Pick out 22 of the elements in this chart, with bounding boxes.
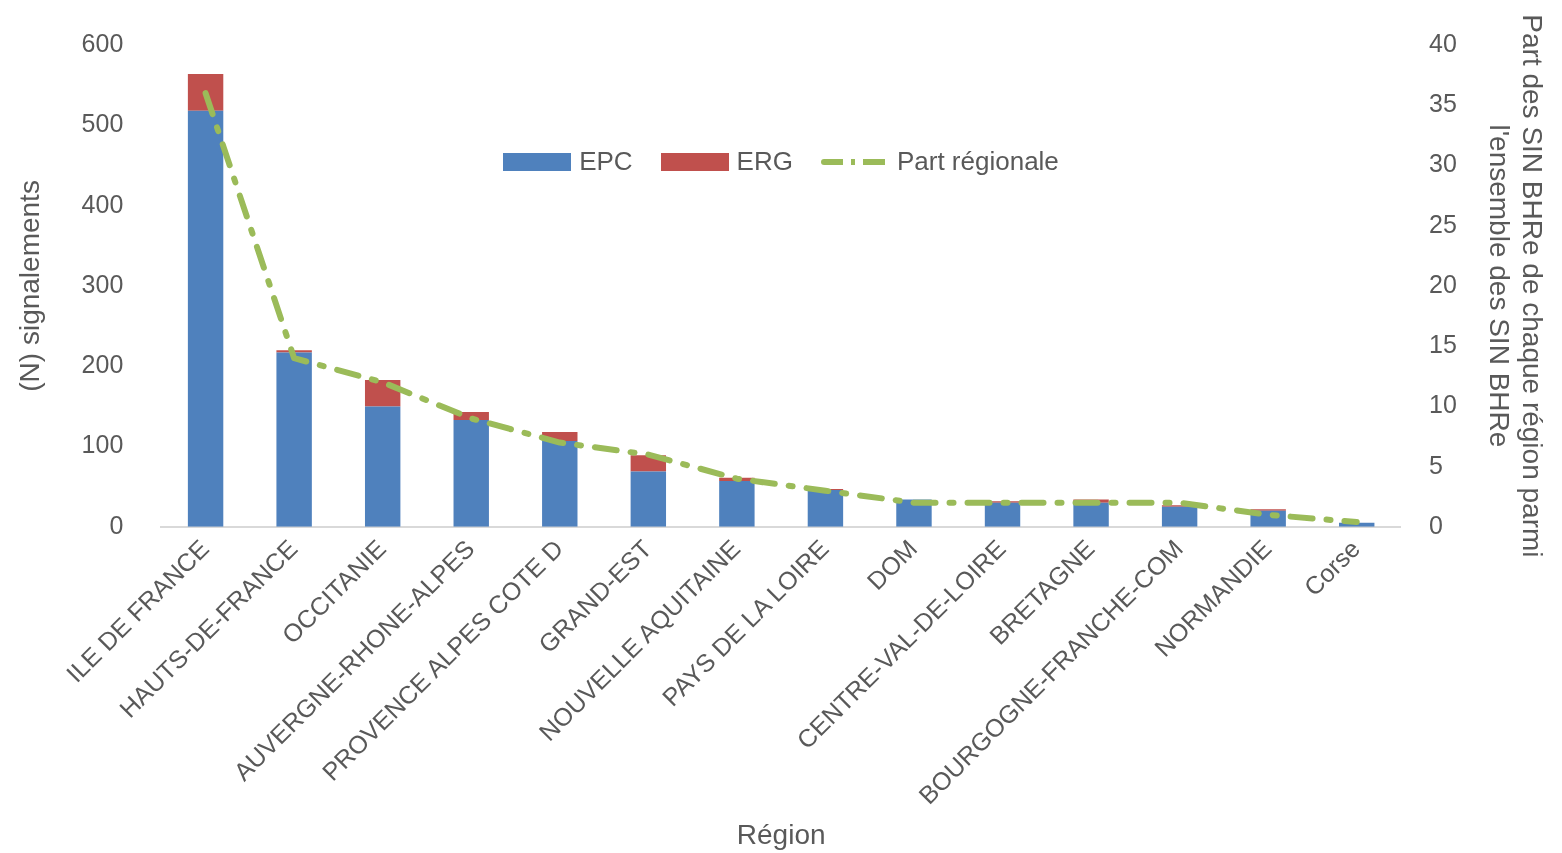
y2-tick-label: 35: [1428, 89, 1457, 118]
y-tick-label: 0: [109, 510, 124, 539]
y-tick-label: 500: [81, 109, 124, 138]
legend-label: EPC: [579, 146, 633, 177]
y2-tick-label: 20: [1428, 269, 1457, 298]
y-tick-label: 100: [81, 430, 124, 459]
y2-tick-label: 25: [1428, 209, 1457, 238]
y-axis-title: (N) signalements: [13, 180, 45, 392]
y2-axis-title: Part des SIN BHRe de chaque région parmi l'ensemble des SIN BHRe: [1483, 14, 1549, 558]
y-tick-label: 400: [81, 189, 124, 218]
x-axis-title: Région: [736, 818, 826, 850]
y-tick-label: 600: [81, 28, 124, 57]
y2-tick-label: 30: [1428, 149, 1457, 178]
y2-tick-label: 15: [1428, 330, 1457, 359]
y2-tick-label: 5: [1428, 450, 1443, 479]
y2-tick-label: 0: [1428, 510, 1443, 539]
y-tick-label: 200: [81, 350, 124, 379]
legend-label: Part régionale: [896, 146, 1059, 177]
y-tick-label: 300: [81, 269, 124, 298]
y2-tick-label: 40: [1428, 28, 1457, 57]
y2-tick-label: 10: [1428, 390, 1457, 419]
legend-label: ERG: [736, 146, 793, 177]
